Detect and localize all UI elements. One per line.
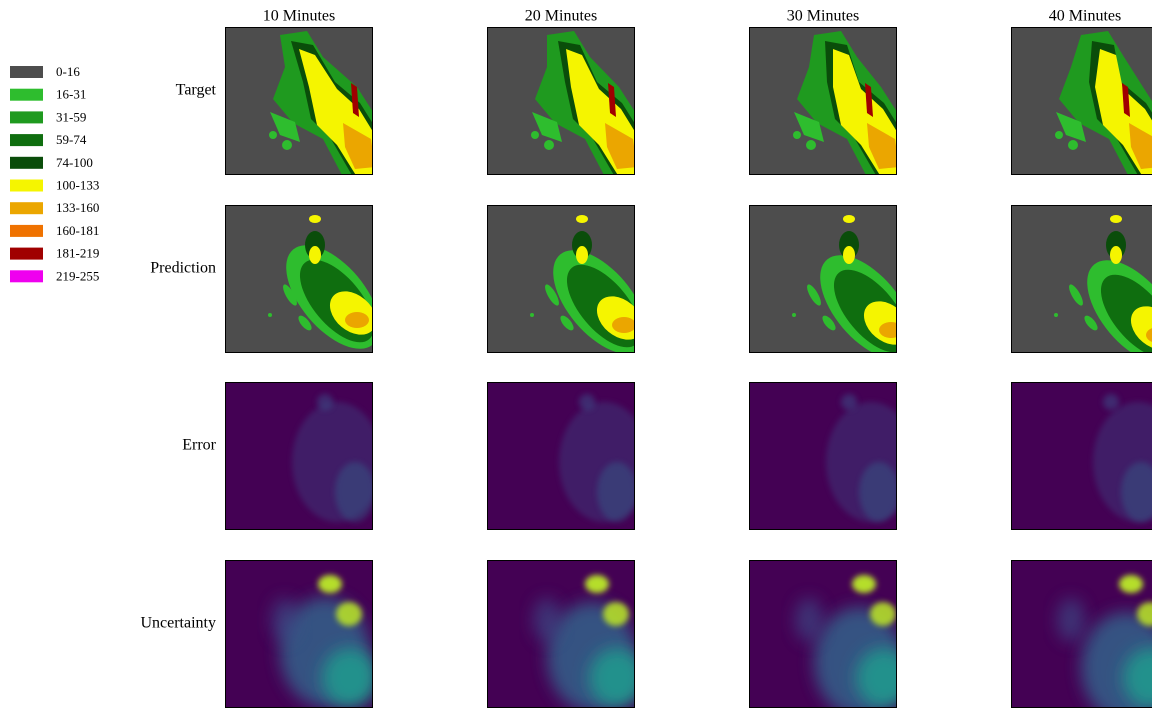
legend-label: 181-219 xyxy=(56,246,99,261)
echo-region xyxy=(1068,140,1078,150)
error-region xyxy=(579,394,595,410)
uncertainty-region xyxy=(336,602,362,626)
error-region xyxy=(859,462,899,522)
uncertainty-region xyxy=(589,648,645,708)
uncertainty-region xyxy=(318,575,342,593)
echo-region xyxy=(576,215,588,223)
legend-label: 16-31 xyxy=(56,87,86,102)
panel xyxy=(487,382,649,530)
legend-label: 219-255 xyxy=(56,268,99,283)
echo-region xyxy=(576,246,588,264)
panel xyxy=(225,560,378,708)
legend-label: 31-59 xyxy=(56,109,86,124)
panel xyxy=(1011,27,1152,177)
uncertainty-region xyxy=(322,648,378,708)
panel xyxy=(749,27,899,177)
uncertainty-region xyxy=(603,602,629,626)
panel xyxy=(225,205,397,365)
echo-region xyxy=(544,140,554,150)
echo-region xyxy=(806,140,816,150)
echo-region xyxy=(792,313,796,317)
legend-label: 74-100 xyxy=(56,155,93,170)
page: {"legend": {"items": [ {"label": "0-16",… xyxy=(0,0,1152,708)
uncertainty-region xyxy=(795,598,823,642)
legend-swatch xyxy=(10,89,43,101)
panel xyxy=(487,205,664,370)
legend-swatch xyxy=(10,111,43,123)
uncertainty-region xyxy=(1119,575,1143,593)
uncertainty-region xyxy=(1057,598,1085,642)
error-region xyxy=(335,462,375,522)
error-region xyxy=(1103,394,1119,410)
echo-region xyxy=(793,131,801,139)
uncertainty-region xyxy=(856,648,912,708)
column-title: 10 Minutes xyxy=(263,8,335,25)
echo-region xyxy=(1054,313,1058,317)
echo-region xyxy=(1055,131,1063,139)
echo-region xyxy=(843,246,855,264)
uncertainty-region xyxy=(533,598,561,642)
panel xyxy=(487,560,645,708)
legend-label: 59-74 xyxy=(56,132,87,147)
echo-region xyxy=(879,322,903,338)
echo-region xyxy=(268,313,272,317)
legend-swatch xyxy=(10,270,43,282)
panel xyxy=(225,27,375,177)
panel xyxy=(225,382,382,530)
error-region xyxy=(841,394,857,410)
error-region xyxy=(597,462,637,522)
row-label: Target xyxy=(176,82,217,99)
echo-region xyxy=(530,313,534,317)
echo-region xyxy=(1110,246,1122,264)
echo-region xyxy=(269,131,277,139)
uncertainty-region xyxy=(870,602,896,626)
row-label: Uncertainty xyxy=(140,615,216,632)
echo-region xyxy=(282,140,292,150)
panel xyxy=(1011,382,1152,530)
legend-label: 100-133 xyxy=(56,177,99,192)
legend-swatch xyxy=(10,134,43,146)
legend-label: 160-181 xyxy=(56,223,99,238)
row-label: Prediction xyxy=(150,260,216,277)
echo-region xyxy=(345,312,369,328)
echo-region xyxy=(1110,215,1122,223)
legend-swatch xyxy=(10,180,43,192)
echo-region xyxy=(309,215,321,223)
legend-swatch xyxy=(10,66,43,78)
echo-region xyxy=(612,317,636,333)
column-title: 40 Minutes xyxy=(1049,8,1121,25)
column-title: 20 Minutes xyxy=(525,8,597,25)
legend-label: 0-16 xyxy=(56,64,80,79)
panel xyxy=(487,27,637,177)
error-region xyxy=(317,394,333,410)
column-title: 30 Minutes xyxy=(787,8,859,25)
legend-swatch xyxy=(10,248,43,260)
uncertainty-region xyxy=(271,598,299,642)
legend-swatch xyxy=(10,157,43,169)
legend-swatch xyxy=(10,225,43,237)
figure: 0-16 16-31 31-59 59-74 74-100 100-133 133-160 1… xyxy=(0,0,1152,708)
panel xyxy=(1011,205,1152,380)
panel xyxy=(749,382,916,530)
uncertainty-region xyxy=(852,575,876,593)
legend-label: 133-160 xyxy=(56,200,99,215)
uncertainty-region xyxy=(585,575,609,593)
panel xyxy=(749,560,912,708)
panel xyxy=(749,205,931,375)
echo-region xyxy=(843,215,855,223)
panel xyxy=(1011,560,1152,708)
row-label: Error xyxy=(182,437,216,454)
legend-swatch xyxy=(10,202,43,214)
echo-region xyxy=(309,246,321,264)
echo-region xyxy=(531,131,539,139)
